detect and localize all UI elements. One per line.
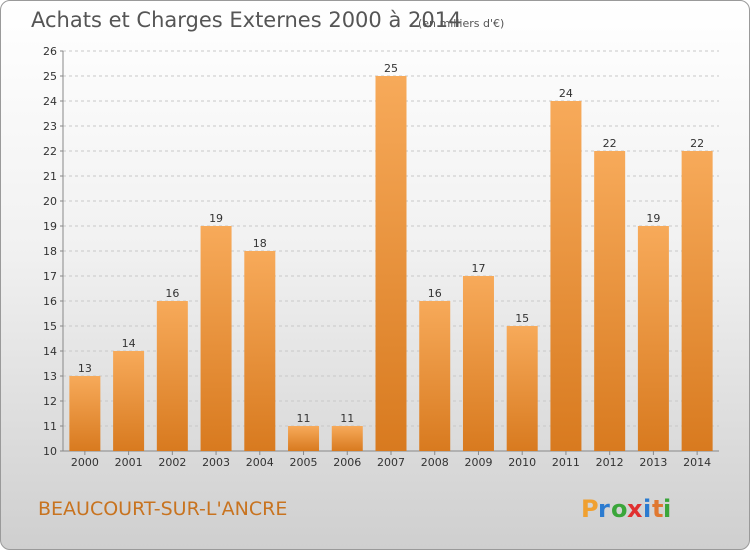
bar-2000 (69, 376, 101, 451)
value-label-2007: 25 (384, 62, 398, 75)
value-label-2004: 18 (253, 237, 267, 250)
logo-letter: o (611, 495, 628, 523)
y-tick-label: 23 (43, 120, 57, 133)
y-tick-label: 24 (43, 95, 57, 108)
chart-subtitle: (en milliers d'€) (418, 17, 504, 30)
bar-2005 (288, 426, 320, 451)
x-tick-label-2011: 2011 (552, 456, 580, 469)
commune-name: BEAUCOURT-SUR-L'ANCRE (38, 498, 287, 520)
y-tick-label: 20 (43, 195, 57, 208)
bar-2004 (244, 251, 276, 451)
bar-2006 (331, 426, 363, 451)
bar-2013 (637, 226, 669, 451)
value-label-2009: 17 (471, 262, 485, 275)
y-tick-label: 13 (43, 370, 57, 383)
x-tick-label-2000: 2000 (71, 456, 99, 469)
logo-letter: i (663, 495, 671, 523)
bar-2012 (594, 151, 626, 451)
x-tick-label-2012: 2012 (596, 456, 624, 469)
y-tick-label: 17 (43, 270, 57, 283)
logo-letter: t (652, 495, 663, 523)
value-label-2002: 16 (165, 287, 179, 300)
logo-letter: x (627, 495, 643, 523)
value-label-2001: 14 (122, 337, 136, 350)
value-label-2005: 11 (297, 412, 311, 425)
value-label-2014: 22 (690, 137, 704, 150)
x-tick-label-2009: 2009 (464, 456, 492, 469)
value-label-2006: 11 (340, 412, 354, 425)
bar-2008 (419, 301, 451, 451)
x-tick-label-2014: 2014 (683, 456, 711, 469)
value-label-2003: 19 (209, 212, 223, 225)
x-tick-label-2013: 2013 (639, 456, 667, 469)
y-tick-label: 21 (43, 170, 57, 183)
y-tick-label: 22 (43, 145, 57, 158)
x-tick-label-2010: 2010 (508, 456, 536, 469)
value-label-2000: 13 (78, 362, 92, 375)
y-tick-label: 15 (43, 320, 57, 333)
y-tick-label: 16 (43, 295, 57, 308)
x-tick-label-2007: 2007 (377, 456, 405, 469)
y-tick-label: 14 (43, 345, 57, 358)
y-tick-label: 10 (43, 445, 57, 458)
y-tick-label: 11 (43, 420, 57, 433)
bar-2014 (681, 151, 713, 451)
logo-letter: P (581, 495, 599, 523)
bar-2009 (462, 276, 494, 451)
x-tick-label-2008: 2008 (421, 456, 449, 469)
chart-title: Achats et Charges Externes 2000 à 2014 (31, 8, 461, 32)
y-tick-label: 12 (43, 395, 57, 408)
bar-2007 (375, 76, 407, 451)
bar-2001 (113, 351, 145, 451)
x-tick-label-2002: 2002 (158, 456, 186, 469)
x-tick-label-2001: 2001 (115, 456, 143, 469)
x-tick-label-2005: 2005 (290, 456, 318, 469)
value-label-2008: 16 (428, 287, 442, 300)
x-tick-label-2004: 2004 (246, 456, 274, 469)
x-tick-label-2003: 2003 (202, 456, 230, 469)
value-label-2013: 19 (646, 212, 660, 225)
logo-letter: i (643, 495, 651, 523)
logo-letter: r (598, 495, 610, 523)
value-label-2011: 24 (559, 87, 573, 100)
y-tick-label: 18 (43, 245, 57, 258)
bar-2010 (506, 326, 538, 451)
y-tick-label: 26 (43, 45, 57, 58)
plot-area: 10 11 12 13 14 15 16 17 18 19 20 21 22 23 24 25 26 13 2000… (43, 45, 719, 469)
y-tick-label: 25 (43, 70, 57, 83)
y-tick-label: 19 (43, 220, 57, 233)
bar-2011 (550, 101, 582, 451)
x-tick-label-2006: 2006 (333, 456, 361, 469)
value-label-2012: 22 (603, 137, 617, 150)
value-label-2010: 15 (515, 312, 529, 325)
bar-2003 (200, 226, 232, 451)
bar-2002 (156, 301, 188, 451)
